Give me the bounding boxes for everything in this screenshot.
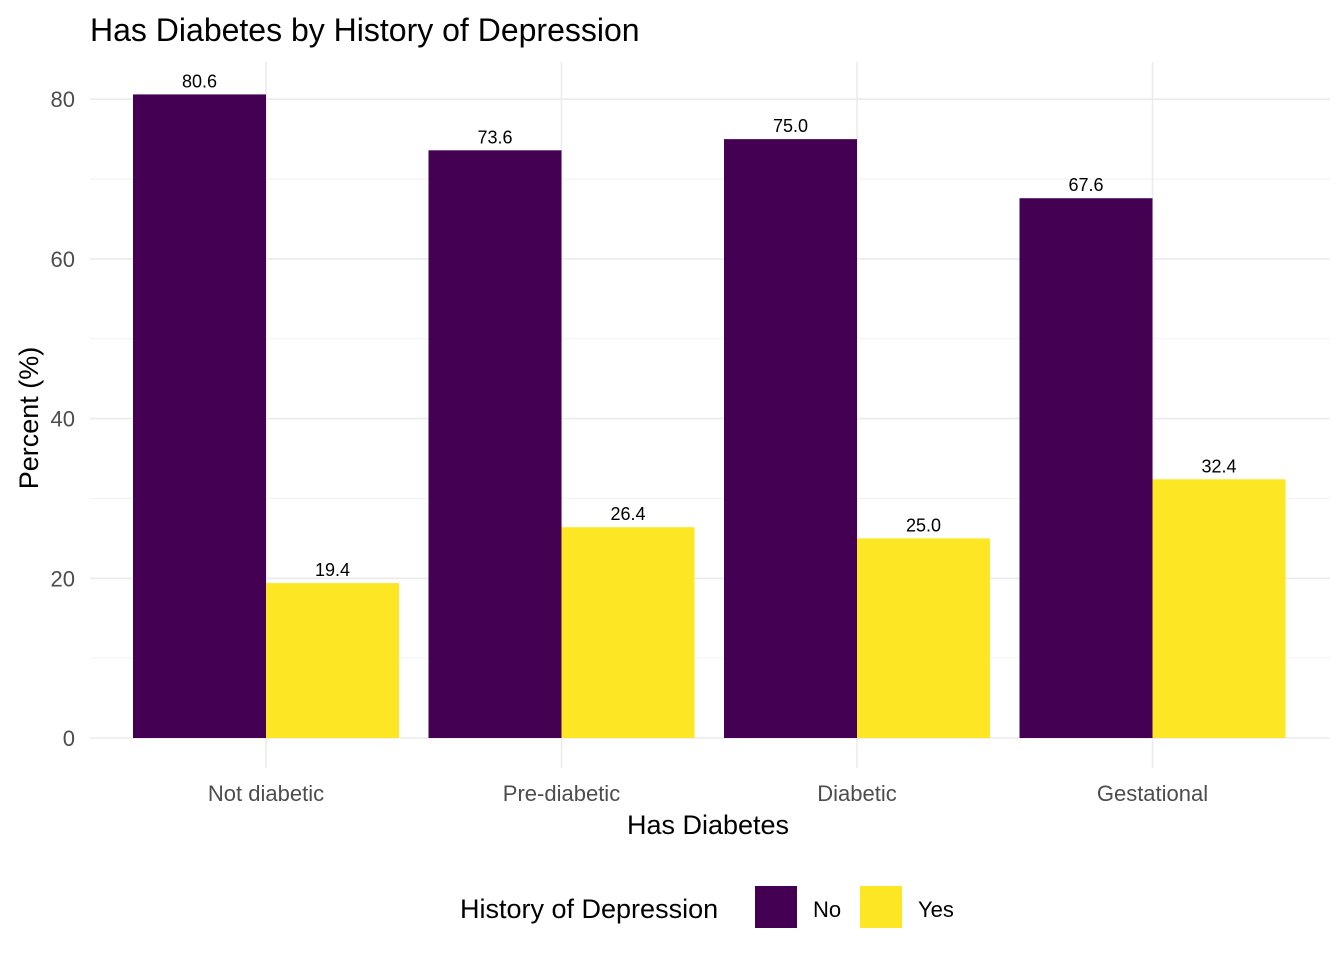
bar-no-2 xyxy=(724,139,857,738)
y-axis-ticks: 0 20 40 60 80 xyxy=(51,87,75,751)
legend-label: Yes xyxy=(918,897,954,922)
x-tick-label: Pre-diabetic xyxy=(503,781,620,806)
y-axis-title: Percent (%) xyxy=(14,347,44,490)
bar-label: 67.6 xyxy=(1068,175,1103,195)
x-axis-ticks: Not diabetic Pre-diabetic Diabetic Gestatio… xyxy=(208,781,1208,806)
bar-label: 26.4 xyxy=(610,504,645,524)
bar-label: 25.0 xyxy=(906,515,941,535)
y-tick-label: 40 xyxy=(51,407,75,432)
bar-no-1 xyxy=(428,150,562,738)
bar-label: 19.4 xyxy=(315,560,350,580)
legend: History of Depression No Yes xyxy=(460,886,954,928)
bar-labels: 80.6 73.6 75.0 67.6 19.4 26.4 25.0 32.4 xyxy=(182,71,1237,580)
chart-title: Has Diabetes by History of Depression xyxy=(90,12,640,48)
y-tick-label: 80 xyxy=(51,87,75,112)
bar-yes-3 xyxy=(1152,479,1286,738)
x-tick-label: Gestational xyxy=(1097,781,1208,806)
x-tick-label: Diabetic xyxy=(817,781,896,806)
bar-label: 32.4 xyxy=(1201,456,1236,476)
legend-title: History of Depression xyxy=(460,894,718,924)
bar-no-0 xyxy=(133,94,266,738)
bars xyxy=(133,94,1286,739)
bar-yes-0 xyxy=(266,583,399,738)
bar-label: 75.0 xyxy=(773,116,808,136)
x-axis-title: Has Diabetes xyxy=(627,810,789,840)
bar-label: 73.6 xyxy=(477,127,512,147)
y-tick-label: 20 xyxy=(51,566,75,591)
bar-no-3 xyxy=(1019,198,1153,739)
bar-yes-2 xyxy=(857,538,990,738)
legend-label: No xyxy=(813,897,841,922)
y-tick-label: 0 xyxy=(63,726,75,751)
legend-key-yes xyxy=(860,886,902,928)
bar-label: 80.6 xyxy=(182,71,217,91)
x-tick-label: Not diabetic xyxy=(208,781,324,806)
y-tick-label: 60 xyxy=(51,247,75,272)
bar-yes-1 xyxy=(561,527,695,738)
legend-key-no xyxy=(755,886,797,928)
